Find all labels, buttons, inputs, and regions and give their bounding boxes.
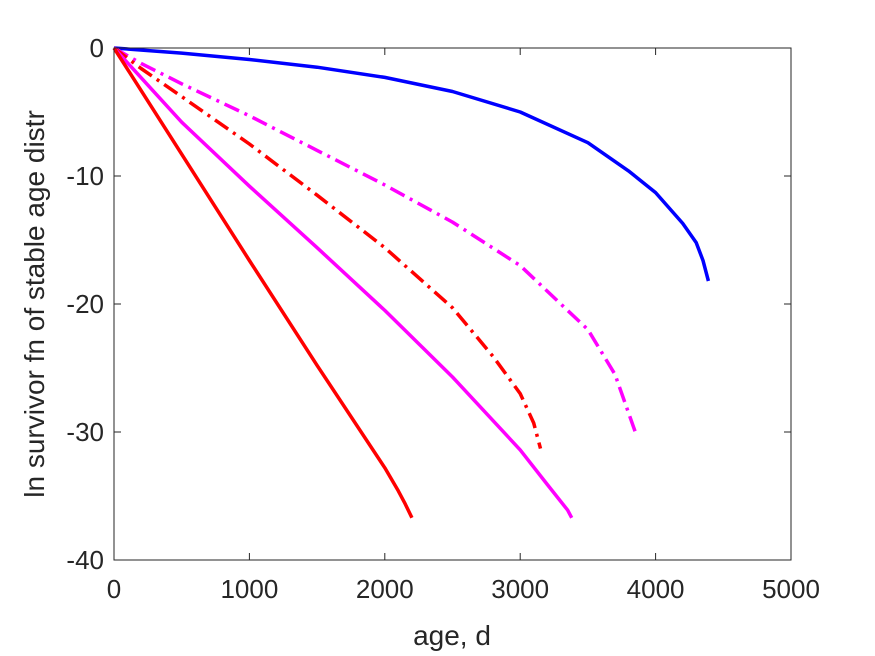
y-tick-label: -20 [66, 289, 104, 319]
x-tick-label: 0 [107, 574, 121, 604]
series-line-4 [112, 46, 574, 519]
y-axis-label: ln survivor fn of stable age distr [19, 110, 50, 498]
series-line-3 [112, 46, 543, 450]
series-layer [112, 46, 711, 519]
y-tick-label: 0 [90, 33, 104, 63]
x-axis-label: age, d [413, 620, 491, 651]
y-tick-label: -10 [66, 161, 104, 191]
x-tick-label: 1000 [220, 574, 278, 604]
x-tick-label: 2000 [356, 574, 414, 604]
x-tick-label: 4000 [627, 574, 685, 604]
series-line-2 [113, 46, 637, 433]
tick-layer: 0 1000 2000 3000 4000 5000 0 -10 -20 -30 -40 [66, 33, 820, 604]
x-tick-label: 3000 [491, 574, 549, 604]
series-line-5 [112, 47, 414, 519]
series-line-1 [113, 46, 711, 282]
y-tick-label: -40 [66, 545, 104, 575]
y-tick-label: -30 [66, 417, 104, 447]
x-tick-label: 5000 [762, 574, 820, 604]
plot-background [114, 48, 791, 560]
